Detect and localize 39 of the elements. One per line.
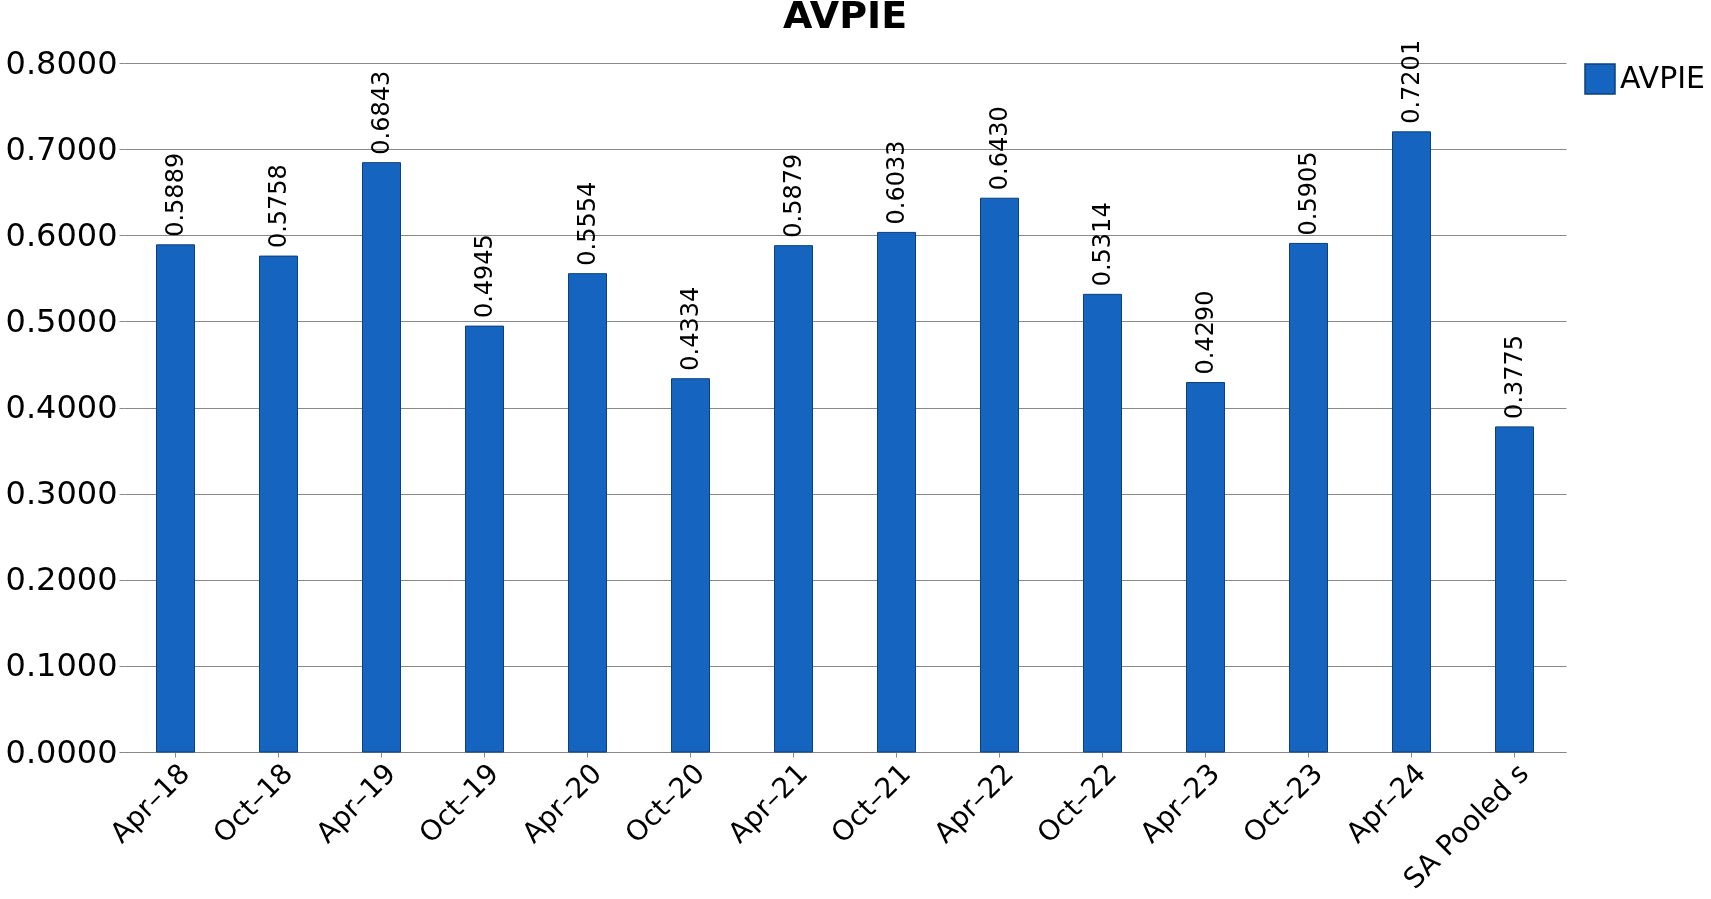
bar — [671, 378, 710, 753]
text: 0.4945 — [469, 234, 498, 319]
legend-label: AVPIE — [1620, 60, 1706, 95]
bar — [156, 244, 195, 753]
text: 0.5314 — [1087, 202, 1116, 287]
text: 0.5889 — [160, 152, 189, 237]
bar — [980, 197, 1019, 753]
y-tick-label: 0.7000 — [5, 129, 118, 168]
text: 0.6033 — [881, 140, 910, 225]
y-tick-label: 0.0000 — [5, 732, 118, 771]
text: 0.5905 — [1293, 151, 1322, 236]
y-tick-label: 0.3000 — [5, 474, 118, 513]
bar — [259, 255, 298, 753]
bar — [362, 162, 401, 753]
bar — [1392, 131, 1431, 753]
bar — [1289, 242, 1328, 753]
y-tick-label: 0.4000 — [5, 388, 118, 426]
bar — [568, 273, 607, 753]
bar — [465, 325, 504, 753]
text: 0.6843 — [366, 70, 395, 155]
text: 0.5879 — [778, 153, 807, 238]
y-tick-label: 0.2000 — [5, 560, 118, 599]
text: 0.4290 — [1190, 290, 1219, 375]
text: 0.7201 — [1396, 39, 1425, 124]
y-tick-label: 0.8000 — [5, 43, 118, 82]
text: 0.5758 — [263, 164, 292, 249]
text: 0.3775 — [1499, 334, 1528, 419]
chart-title: AVPIE — [782, 0, 908, 37]
y-tick-label: 0.1000 — [5, 646, 118, 685]
text: 0.4334 — [675, 286, 704, 371]
text: 0.6430 — [984, 106, 1013, 191]
bar — [1495, 426, 1534, 753]
bar — [1186, 382, 1225, 753]
y-tick-label: 0.5000 — [5, 301, 118, 340]
y-tick-label: 0.6000 — [5, 215, 118, 254]
bar — [1083, 293, 1122, 753]
bar — [877, 231, 916, 753]
text: 0.5554 — [572, 181, 601, 266]
bar — [774, 245, 813, 753]
